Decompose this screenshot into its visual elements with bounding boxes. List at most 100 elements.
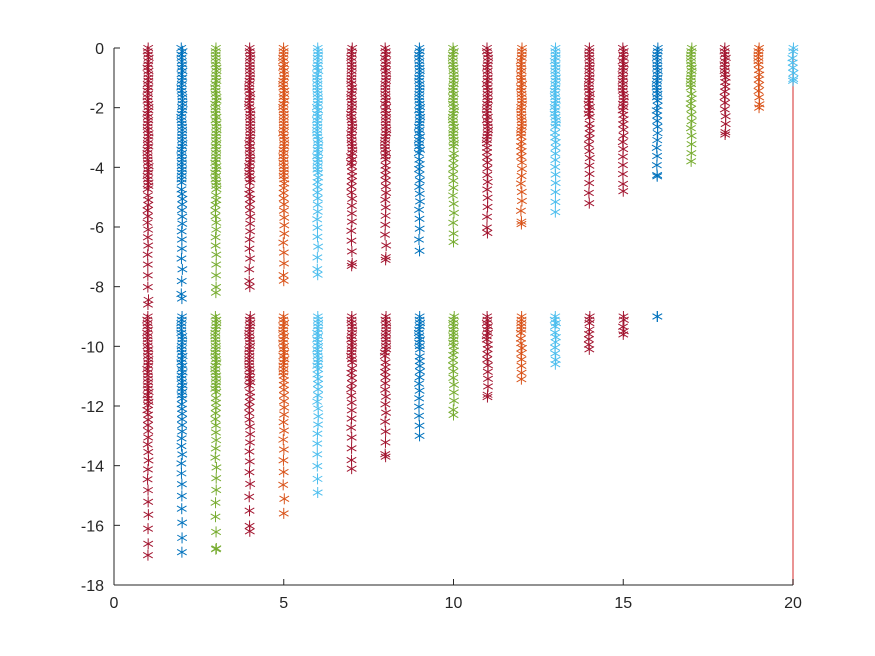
y-tick-label: 0 [95,41,104,58]
series-x3 [210,42,222,555]
data-point [143,240,154,252]
y-tick-label: -2 [90,101,104,118]
data-point [413,234,424,246]
data-point [142,299,153,311]
data-point [244,188,255,200]
data-point [380,398,391,410]
data-point [414,410,425,422]
data-point [414,371,425,383]
data-point [210,497,221,509]
data-point [685,81,696,93]
data-point [176,546,187,558]
data-point [516,373,527,385]
data-point [142,269,153,281]
data-point [244,436,255,448]
data-point [381,239,392,251]
data-point [380,391,391,403]
data-point [413,378,425,390]
data-point [142,549,153,561]
data-point [618,130,629,142]
data-point [143,454,154,466]
data-point [176,457,187,469]
cluster-2-x1 [142,311,154,561]
data-point [245,193,256,205]
data-point [448,140,459,152]
data-point [142,438,153,450]
data-point [686,155,697,167]
cluster-1-x7 [345,42,358,272]
data-point [176,188,187,200]
data-point [244,263,255,275]
cluster-1-x8 [379,42,392,266]
cluster-1-x6 [311,42,324,281]
data-point [313,363,324,375]
data-point [448,372,459,384]
cluster-1-x4 [244,42,256,293]
data-point [278,237,289,249]
data-point [380,194,391,206]
x-tick-label: 20 [784,595,802,612]
data-point [380,254,391,266]
data-point [754,69,765,81]
data-point [244,414,255,426]
x-tick-label: 10 [445,595,463,612]
data-point [142,473,153,485]
data-point [346,442,357,454]
data-point [177,532,188,544]
data-point [312,206,323,218]
data-point [380,361,391,373]
data-point [584,127,595,139]
data-point [244,525,255,537]
cluster-1-x10 [447,42,460,248]
data-point [787,62,798,74]
data-point [447,189,458,201]
data-point [380,229,391,241]
series-x10 [447,42,460,421]
data-point [346,245,357,257]
data-point [279,228,290,240]
y-tick-label: -10 [81,339,104,356]
data-point [414,430,425,442]
data-point [312,460,323,472]
data-point [244,379,255,391]
series-x20 [787,42,799,87]
cluster-2-x11 [481,311,494,403]
cluster-1-x15 [617,42,629,197]
data-point [176,183,187,195]
data-point [177,448,188,460]
data-point [312,438,323,450]
data-point [652,311,663,322]
data-point [584,197,595,209]
data-point [279,425,290,437]
data-point [245,478,256,490]
data-point [516,337,527,349]
data-point [278,466,289,478]
data-point [448,236,459,248]
data-point [211,249,222,261]
data-point [176,275,187,287]
data-point [719,103,730,115]
data-point [448,409,459,421]
data-point [211,472,222,484]
cluster-1-x19 [753,42,765,114]
data-point [720,81,731,93]
chart-axes: 0 5 10 15 20 0 -2 -4 -6 -8 -10 -12 -14 -16 -18 [81,41,802,612]
data-point [346,367,357,379]
data-point [210,543,221,555]
data-point [143,210,154,222]
data-point [381,187,392,199]
data-point [278,454,289,466]
data-point [347,257,358,269]
data-point [312,231,323,243]
cluster-2-x15 [617,311,629,340]
y-tick-label: -8 [90,280,104,297]
y-tick-label: -14 [81,459,104,476]
data-point [312,473,323,485]
data-point [719,91,730,103]
series-x13 [549,42,561,370]
cluster-2-x4 [244,311,256,537]
cluster-1-x20 [787,42,799,87]
y-tick-label: -18 [81,578,104,595]
data-point [143,294,154,306]
cluster-2-x10 [447,311,460,421]
